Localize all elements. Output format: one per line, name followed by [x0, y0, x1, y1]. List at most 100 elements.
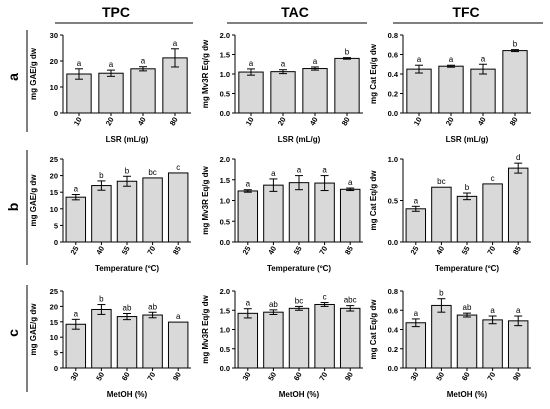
row-label-b: b [5, 203, 21, 212]
y-axis-label: mg Mv3R Eq/g dw [201, 295, 210, 364]
x-tick-label: 20 [276, 116, 288, 128]
y-tick-label: 2.0 [220, 155, 230, 164]
bar [65, 196, 87, 243]
y-tick-label: 1.5 [220, 51, 230, 60]
bar [431, 186, 452, 243]
significance-letter: a [271, 169, 276, 178]
y-tick-label: 20 [50, 302, 58, 311]
significance-letter: abc [344, 296, 357, 305]
y-tick-label: 0.4 [388, 326, 399, 335]
bar [302, 68, 328, 114]
bar [288, 182, 310, 243]
y-tick-label: 1.5 [220, 176, 230, 185]
y-tick-label: 1.0 [220, 326, 230, 335]
y-axis-label: mg GAE/g dw [29, 47, 38, 100]
x-tick-label: 80 [340, 116, 352, 128]
bar [456, 195, 478, 243]
chart-panel-b-tac: 0.0 0.5 1.0 1.5 2.0 mg Mv3R Eq/g dw a 25 a 40 a 55 a… [201, 155, 363, 273]
bar [339, 307, 361, 369]
y-tick-label: 0.0 [220, 109, 230, 118]
x-tick-label: 80 [168, 116, 180, 128]
y-tick-label: 10 [50, 83, 58, 92]
bar [405, 322, 427, 369]
significance-letter: b [99, 295, 104, 304]
bar [406, 68, 432, 114]
y-tick-label: 1.5 [220, 306, 230, 315]
bar [502, 50, 528, 114]
y-tick-label: 30 [50, 31, 58, 40]
significance-letter: c [323, 293, 327, 302]
y-tick-label: 0.6 [388, 51, 398, 60]
x-tick-label: 90 [171, 371, 183, 383]
significance-letter: a [313, 57, 318, 66]
significance-letter: a [481, 54, 486, 63]
significance-letter: a [414, 196, 419, 205]
significance-letter: b [513, 40, 518, 49]
significance-letter: a [246, 180, 251, 189]
x-tick-label: 50 [94, 371, 106, 383]
column-header-tac: TAC [281, 4, 309, 20]
y-tick-label: 0.2 [388, 345, 398, 354]
bar [91, 308, 112, 369]
bar [98, 72, 124, 114]
x-tick-label: 30 [241, 371, 253, 383]
bar [470, 68, 496, 114]
bar [65, 323, 87, 369]
y-tick-label: 0.4 [388, 70, 399, 79]
significance-letter: a [449, 55, 454, 64]
significance-letter: c [491, 174, 495, 183]
y-tick-label: 20 [50, 172, 58, 181]
bar [339, 188, 361, 243]
x-tick-label: 30 [409, 371, 421, 383]
bar [167, 172, 189, 243]
bar [167, 321, 189, 369]
y-tick-label: 15 [50, 188, 58, 197]
x-tick-label: 85 [511, 245, 523, 257]
significance-letter: a [141, 57, 146, 66]
significance-letter: a [414, 309, 419, 318]
x-axis-label: MetOH (%) [447, 390, 488, 399]
x-tick-label: 40 [308, 116, 320, 128]
x-axis-label: LSR (mL/g) [278, 135, 321, 144]
x-tick-label: 80 [508, 116, 520, 128]
x-axis-label: LSR (mL/g) [106, 135, 149, 144]
x-axis-label: Temperature (ºC) [435, 264, 499, 273]
bar [288, 307, 310, 369]
chart-panel-b-tfc: 0.0 0.5 1.0 mg Cat Eq/g dw a 25 bc 40 b 55 c 70 d 85 T… [369, 153, 531, 273]
significance-letter: a [176, 312, 181, 321]
x-tick-label: 40 [266, 245, 278, 257]
bar [116, 316, 138, 369]
significance-letter: bc [148, 168, 156, 177]
y-axis-label: mg Cat Eq/g dw [369, 43, 378, 104]
significance-letter: b [125, 166, 130, 175]
chart-panel-a-tpc: 0 10 20 30 mg GAE/g dw a 10 a 20 a 40 a 80 LSR (mL/g) [29, 31, 191, 144]
x-tick-label: 85 [171, 245, 183, 257]
row-label-c: c [5, 329, 21, 337]
significance-letter: ab [148, 302, 157, 311]
x-tick-label: 55 [460, 245, 472, 257]
x-tick-label: 70 [145, 371, 157, 383]
bar [314, 182, 335, 243]
x-tick-label: 85 [343, 245, 355, 257]
significance-letter: a [249, 59, 254, 68]
y-tick-label: 0.5 [220, 90, 230, 99]
y-axis-label: mg Cat Eq/g dw [369, 170, 378, 231]
x-tick-label: 25 [69, 245, 81, 257]
y-tick-label: 0.5 [388, 197, 398, 206]
y-tick-label: 0.8 [388, 31, 398, 40]
significance-letter: a [173, 39, 178, 48]
significance-letter: ab [269, 300, 278, 309]
y-axis-label: mg Mv3R Eq/g dw [201, 166, 210, 235]
y-tick-label: 0 [54, 238, 58, 247]
significance-letter: b [99, 171, 104, 180]
x-tick-label: 20 [104, 116, 116, 128]
y-axis-label: mg Cat Eq/g dw [369, 299, 378, 360]
chart-panels: 0 10 20 30 mg GAE/g dw a 10 a 20 a 40 a 80 LSR (mL/g)… [29, 31, 531, 399]
significance-letter: bc [437, 177, 445, 186]
y-tick-label: 20 [50, 57, 58, 66]
x-tick-label: 60 [120, 371, 132, 383]
bar [66, 73, 92, 114]
x-tick-label: 60 [292, 371, 304, 383]
y-tick-label: 0.0 [388, 109, 398, 118]
